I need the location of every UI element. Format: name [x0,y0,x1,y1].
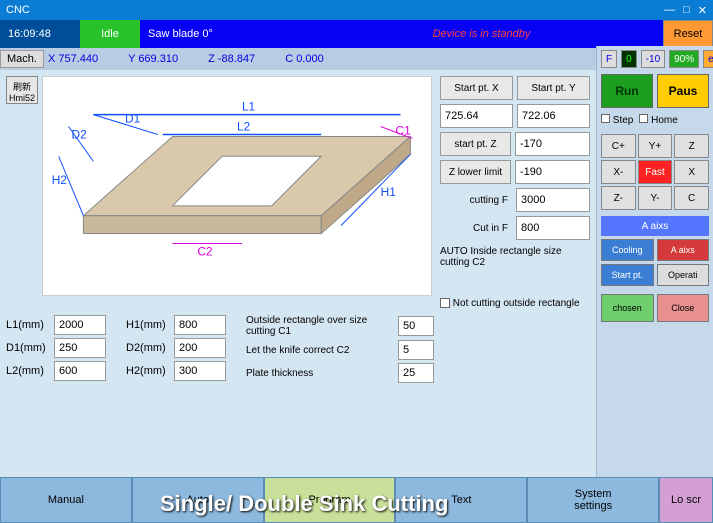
coordinate-bar: Mach. X 757.440 Y 669.310 Z -88.847 C 0.… [0,48,713,70]
feed-ex[interactable]: ex [703,50,713,68]
refresh-button[interactable]: 刷新 Hmi52 [6,76,38,104]
step-checkbox[interactable]: Step [601,114,633,126]
reset-button[interactable]: Reset [663,20,713,48]
chosen-button[interactable]: chosen [601,294,654,322]
c1-value[interactable]: 50 [398,316,434,336]
svg-text:L1: L1 [242,100,256,114]
l1-value[interactable]: 2000 [54,315,106,335]
h2-value[interactable]: 300 [174,361,226,381]
jog-cplus[interactable]: C+ [601,134,636,158]
notcut-checkbox[interactable]: Not cutting outside rectangle [440,298,590,309]
close-button[interactable]: Close [657,294,710,322]
pause-button[interactable]: Paus [657,74,709,108]
h2-label: H2(mm) [126,365,170,377]
d1-value[interactable]: 250 [54,338,106,358]
l2-label: L2(mm) [6,365,50,377]
startpt-y-button[interactable]: Start pt. Y [517,76,590,100]
cuttingf-label: cutting F [440,195,512,206]
jog-fast[interactable]: Fast [638,160,673,184]
startpt-z-button[interactable]: start pt. Z [440,132,511,156]
cooling-button[interactable]: Cooling [601,239,654,261]
clock: 16:09:48 [0,20,80,48]
jog-zminus[interactable]: Z- [601,186,636,210]
home-checkbox[interactable]: Home [639,114,677,126]
svg-text:D2: D2 [72,127,87,141]
svg-text:D1: D1 [125,112,141,126]
params-area: L1(mm) 2000 D1(mm) 250 L2(mm) 600 H1(mm) 800… [6,315,590,383]
zlower-button[interactable]: Z lower limit [440,160,511,184]
feed-m10[interactable]: -10 [641,50,665,68]
jog-cminus[interactable]: C [674,186,709,210]
startpt-button[interactable]: Start pt. [601,264,654,286]
minimize-icon[interactable]: — [664,4,675,17]
right-panel: Run Paus Step Home C+ Y+ Z X- Fast X Z- … [596,70,713,477]
jog-yplus[interactable]: Y+ [638,134,673,158]
cuttingf-value[interactable]: 3000 [516,188,590,212]
status-bar: 16:09:48 Idle Saw blade 0° Device is in … [0,20,713,48]
jog-grid: C+ Y+ Z X- Fast X Z- Y- C [601,134,709,210]
window-buttons: — □ ✕ [664,4,707,17]
aaixs2-button[interactable]: A aixs [657,239,710,261]
auto-text: AUTO Inside rectangle size cutting C2 [440,246,590,268]
c2-value[interactable]: 5 [398,340,434,360]
d2-label: D2(mm) [126,342,170,354]
startpt-z-value[interactable]: -170 [515,132,590,156]
close-icon[interactable]: ✕ [698,4,707,17]
operati-button[interactable]: Operati [657,264,710,286]
nav-lo[interactable]: Lo scr [659,477,713,523]
coord-x: X 757.440 [48,53,98,65]
startpoint-column: Start pt. X Start pt. Y 725.64 722.06 st… [440,76,590,309]
jog-xminus[interactable]: X- [601,160,636,184]
left-panel: 刷新 Hmi52 L1 L2 D1 D2 H2 H1 C1 [0,70,596,477]
diagram: L1 L2 D1 D2 H2 H1 C1 C2 [42,76,432,296]
feed-90[interactable]: 90% [669,50,699,68]
svg-text:L2: L2 [237,120,250,134]
d1-label: D1(mm) [6,342,50,354]
svg-text:C2: C2 [197,244,212,258]
coord-y: Y 669.310 [128,53,178,65]
main-area: 刷新 Hmi52 L1 L2 D1 D2 H2 H1 C1 [0,70,713,477]
svg-text:H1: H1 [381,185,397,199]
overlay-title: Single/ Double Sink Cutting [160,491,448,517]
nav-system[interactable]: System settings [527,477,659,523]
zlower-value[interactable]: -190 [515,160,590,184]
pt-value[interactable]: 25 [398,363,434,383]
feed-f[interactable]: F [601,50,617,68]
cutinf-value[interactable]: 800 [516,216,590,240]
c1-label: Outside rectangle over size cutting C1 [246,315,394,337]
notcut-label: Not cutting outside rectangle [453,298,580,309]
l2-value[interactable]: 600 [54,361,106,381]
jog-xplus[interactable]: X [674,160,709,184]
h1-label: H1(mm) [126,319,170,331]
l1-label: L1(mm) [6,319,50,331]
cutinf-label: Cut in F [440,223,512,234]
jog-zplus[interactable]: Z [674,134,709,158]
titlebar: CNC — □ ✕ [0,0,713,20]
feed-0[interactable]: 0 [621,50,637,68]
mach-button[interactable]: Mach. [0,50,44,68]
status-standby: Device is in standby [300,20,663,48]
window-title: CNC [6,4,30,16]
jog-yminus[interactable]: Y- [638,186,673,210]
startpt-y-value[interactable]: 722.06 [517,104,590,128]
pt-label: Plate thickness [246,368,394,379]
coord-c: C 0.000 [285,53,324,65]
svg-text:H2: H2 [52,173,67,187]
h1-value[interactable]: 800 [174,315,226,335]
startpt-x-button[interactable]: Start pt. X [440,76,513,100]
d2-value[interactable]: 200 [174,338,226,358]
run-button[interactable]: Run [601,74,653,108]
coord-z: Z -88.847 [208,53,255,65]
maximize-icon[interactable]: □ [683,4,690,17]
nav-manual[interactable]: Manual [0,477,132,523]
status-blade: Saw blade 0° [140,20,300,48]
startpt-x-value[interactable]: 725.64 [440,104,513,128]
status-idle: Idle [80,20,140,48]
aaixs-button[interactable]: A aixs [601,216,709,236]
c2-label: Let the knife correct C2 [246,345,394,356]
